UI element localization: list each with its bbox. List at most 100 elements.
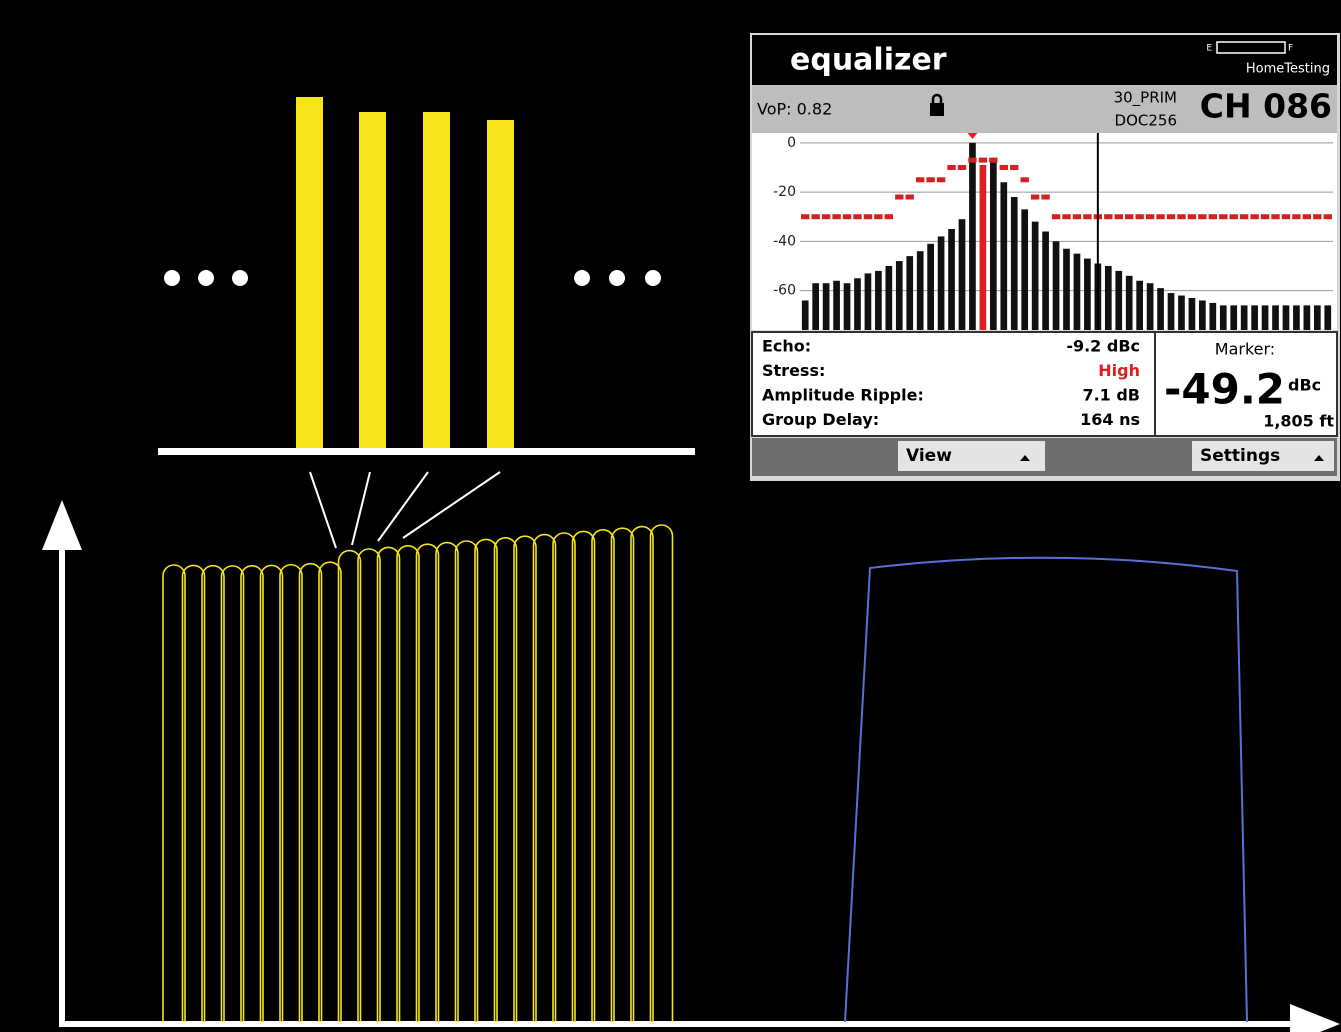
mask-dash — [1010, 165, 1018, 170]
dot — [232, 270, 248, 286]
softkey-label: View — [906, 446, 952, 466]
tap-bar — [1136, 281, 1143, 330]
tap-bar — [1314, 305, 1321, 330]
tap-bar — [802, 300, 809, 330]
tap-bar — [1126, 276, 1133, 330]
tap-bar — [1000, 182, 1007, 330]
mask-dash — [832, 214, 840, 219]
tap-bar — [823, 283, 830, 330]
tap-bar — [948, 229, 955, 330]
mask-dash — [958, 165, 966, 170]
y-tick-label: 0 — [787, 135, 796, 151]
tap-bar — [885, 266, 892, 330]
mask-dash — [916, 177, 924, 182]
tap-bar — [875, 271, 882, 330]
mask-dash — [1135, 214, 1143, 219]
mask-dash — [1083, 214, 1091, 219]
marker-value: -49.2 — [1164, 365, 1285, 414]
channel: CH 086 — [1200, 87, 1332, 126]
mask-dash — [1073, 214, 1081, 219]
modulation: DOC256 — [1115, 112, 1177, 130]
tap-bar — [1042, 232, 1049, 331]
subcarrier-bar — [296, 97, 323, 449]
tap-bar — [906, 256, 913, 330]
tap-bar — [1063, 249, 1070, 330]
y-tick-label: -60 — [773, 283, 796, 299]
mask-dash — [843, 214, 851, 219]
subcarrier-bar — [487, 120, 514, 449]
tap-bar — [896, 261, 903, 330]
tap-bar — [865, 273, 872, 330]
mask-dash — [1219, 214, 1227, 219]
tap-bar — [1283, 305, 1290, 330]
mask-dash — [1324, 214, 1332, 219]
tap-bar — [1251, 305, 1258, 330]
tap-bar — [1230, 305, 1237, 330]
mask-dash — [864, 214, 872, 219]
mask-dash — [968, 158, 976, 163]
tap-bar — [1189, 298, 1196, 330]
tap-bar — [1178, 296, 1185, 330]
tap-bar — [854, 278, 861, 330]
mask-dash — [811, 214, 819, 219]
tap-bar — [980, 165, 987, 330]
subcarrier-bar — [423, 112, 450, 449]
tap-bar — [1304, 305, 1311, 330]
screen-title: equalizer — [790, 43, 947, 78]
tap-bar — [1168, 293, 1175, 330]
mask-dash — [989, 158, 997, 163]
tap-bar — [1147, 283, 1154, 330]
stat-value: High — [1098, 361, 1140, 380]
mask-dash — [1125, 214, 1133, 219]
tap-bar — [1021, 209, 1028, 330]
mask-dash — [1240, 214, 1248, 219]
mask-dash — [1198, 214, 1206, 219]
tap-bar — [1293, 305, 1300, 330]
mask-dash — [1188, 214, 1196, 219]
mask-dash — [1021, 177, 1029, 182]
tap-bar — [927, 244, 934, 330]
tap-bar — [1074, 254, 1081, 330]
mask-dash — [1261, 214, 1269, 219]
marker-label: Marker: — [1215, 340, 1275, 359]
mask-dash — [801, 214, 809, 219]
tap-bar — [1032, 222, 1039, 330]
mask-dash — [853, 214, 861, 219]
dot — [645, 270, 661, 286]
mask-dash — [1156, 214, 1164, 219]
y-tick-label: -20 — [773, 184, 796, 200]
stat-value: 164 ns — [1080, 410, 1140, 429]
tap-bar — [1241, 305, 1248, 330]
mask-dash — [979, 158, 987, 163]
tap-bar — [1209, 303, 1216, 330]
y-tick-label: -40 — [773, 233, 796, 249]
mask-dash — [1031, 195, 1039, 200]
mask-dash — [1115, 214, 1123, 219]
mask-dash — [1062, 214, 1070, 219]
stat-value: 7.1 dB — [1082, 386, 1140, 405]
mask-dash — [1313, 214, 1321, 219]
tap-bar — [833, 281, 840, 330]
mask-dash — [1250, 214, 1258, 219]
mask-dash — [1292, 214, 1300, 219]
page: equalizer E F HomeTesting VoP: 0.82 30_P… — [0, 0, 1341, 1032]
tap-bar — [1115, 271, 1122, 330]
tap-bar — [1105, 266, 1112, 330]
tap-bar — [1157, 288, 1164, 330]
mask-dash — [906, 195, 914, 200]
mask-dash — [947, 165, 955, 170]
mask-dash — [1282, 214, 1290, 219]
marker-unit: dBc — [1288, 376, 1321, 395]
mask-dash — [1177, 214, 1185, 219]
mask-dash — [1303, 214, 1311, 219]
battery-full: F — [1288, 44, 1293, 54]
tap-bar — [1011, 197, 1018, 330]
mask-dash — [874, 214, 882, 219]
mask-dash — [895, 195, 903, 200]
tap-bar — [812, 283, 819, 330]
stat-label: Stress: — [762, 361, 825, 380]
tap-bar — [917, 251, 924, 330]
mask-dash — [937, 177, 945, 182]
channel-plan: 30_PRIM — [1114, 89, 1177, 108]
dot — [164, 270, 180, 286]
